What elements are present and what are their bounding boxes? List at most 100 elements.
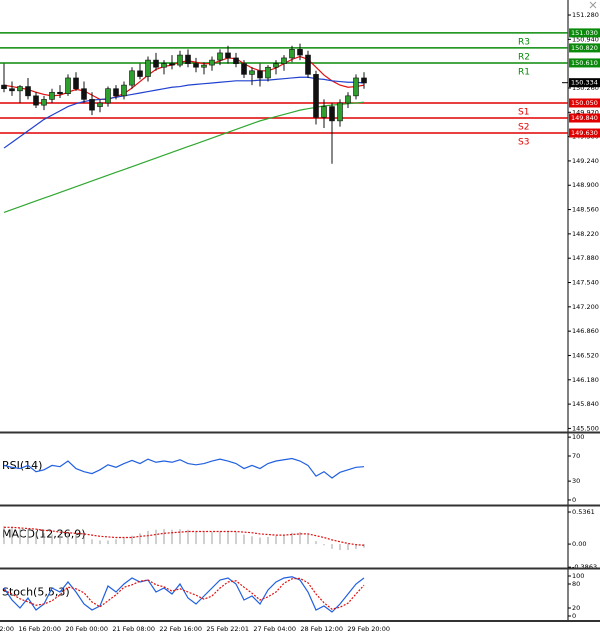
level-name: R1 — [518, 67, 530, 77]
macd-bar — [99, 540, 101, 545]
level-price-box — [569, 128, 600, 138]
candle-body — [345, 95, 351, 104]
level-price-label: 150.820 — [571, 44, 598, 52]
candle-body — [249, 70, 255, 75]
candle-body — [73, 77, 79, 89]
candle-body — [241, 63, 247, 75]
candle-body — [361, 77, 367, 84]
candle-body — [113, 88, 119, 97]
indicator-line — [3, 457, 365, 479]
last-price-label: 150.334 — [571, 79, 598, 87]
macd-bar — [43, 533, 45, 545]
level-price-box — [569, 43, 600, 53]
indicator-line — [4, 526, 365, 546]
level-price-label: 150.050 — [571, 99, 598, 107]
macd-bar — [187, 529, 189, 545]
y-tick-label: 149.240 — [572, 157, 599, 165]
macd-bar — [3, 526, 5, 545]
macd-bar — [27, 529, 29, 545]
x-tick-label: 29 Feb 20:00 — [347, 625, 390, 633]
y-tick-label: 146.180 — [572, 376, 599, 384]
macd-bar — [259, 537, 261, 545]
candle-body — [281, 57, 287, 64]
macd-bar — [219, 531, 221, 545]
y-tick-label: -0.3863 — [572, 563, 597, 571]
macd-bar — [35, 532, 37, 545]
candle-body — [49, 91, 55, 100]
macd-bar — [323, 544, 325, 546]
y-tick-label: 148.900 — [572, 181, 599, 189]
candle-body — [177, 54, 183, 66]
level-price-label: 150.610 — [571, 59, 598, 67]
y-tick-label: 150.260 — [572, 84, 599, 92]
x-tick-label: 27 Feb 04:00 — [253, 625, 296, 633]
level-price-label: 149.840 — [571, 114, 598, 122]
macd-bar — [179, 529, 181, 545]
level-price-label: 149.630 — [571, 129, 598, 137]
y-tick-label: 151.280 — [572, 11, 599, 19]
macd-bar — [331, 544, 333, 549]
macd-bar — [155, 529, 157, 545]
macd-bar — [307, 534, 309, 545]
macd-bar — [227, 530, 229, 545]
macd-bar — [211, 532, 213, 545]
x-tick-label: 28 Feb 12:00 — [300, 625, 343, 633]
candle-body — [65, 77, 71, 94]
candle-body — [337, 102, 343, 122]
macd-bar — [195, 530, 197, 545]
panel-title: RSI(14) — [2, 459, 42, 472]
x-tick-label: 25 Feb 22:01 — [206, 625, 249, 633]
indicator-line — [3, 55, 365, 101]
macd-bar — [11, 527, 13, 545]
indicator-line — [3, 101, 365, 213]
macd-bar — [267, 536, 269, 545]
x-tick-label: 22 Feb 16:00 — [159, 625, 202, 633]
macd-bar — [123, 538, 125, 545]
candle-body — [313, 74, 319, 118]
level-name: R3 — [518, 37, 530, 47]
candle-body — [89, 99, 95, 111]
y-tick-label: 0.00 — [572, 540, 586, 548]
level-name: S2 — [518, 123, 529, 133]
candle-body — [225, 52, 231, 59]
candle-body — [17, 86, 23, 92]
candle-body — [105, 88, 111, 104]
level-name: R2 — [518, 52, 530, 62]
candle-body — [121, 84, 127, 97]
macd-bar — [251, 536, 253, 545]
candle-body — [321, 106, 327, 118]
close-icon[interactable] — [589, 1, 597, 9]
candle-body — [353, 77, 359, 97]
candle-body — [1, 84, 7, 89]
indicator-line — [3, 76, 365, 149]
level-price-box — [569, 28, 600, 38]
level-name: S1 — [518, 107, 529, 117]
candle-body — [257, 70, 263, 79]
x-tick-label: 20 Feb 00:00 — [65, 625, 108, 633]
macd-bar — [59, 535, 61, 545]
candle-body — [9, 88, 15, 92]
candle-body — [329, 106, 335, 122]
macd-bar — [83, 536, 85, 545]
candle-body — [233, 57, 239, 64]
candle-body — [81, 88, 87, 100]
x-tick-label: 16 Feb 20:00 — [18, 625, 61, 633]
y-tick-label: 100 — [572, 572, 584, 580]
level-price-label: 151.030 — [571, 29, 598, 37]
macd-bar — [283, 534, 285, 545]
y-tick-label: 150.940 — [572, 35, 599, 43]
level-price-box — [569, 98, 600, 108]
candle-body — [201, 64, 207, 68]
y-tick-label: 147.200 — [572, 303, 599, 311]
x-tick-label: 21 Feb 08:00 — [112, 625, 155, 633]
y-tick-label: 145.840 — [572, 400, 599, 408]
macd-bar — [107, 540, 109, 545]
macd-bar — [339, 544, 341, 551]
candle-body — [97, 102, 103, 107]
macd-bar — [171, 529, 173, 545]
macd-bar — [235, 532, 237, 545]
macd-bar — [243, 534, 245, 545]
macd-bar — [347, 544, 349, 551]
y-tick-label: 0.5361 — [572, 508, 595, 516]
candle-body — [289, 49, 295, 59]
